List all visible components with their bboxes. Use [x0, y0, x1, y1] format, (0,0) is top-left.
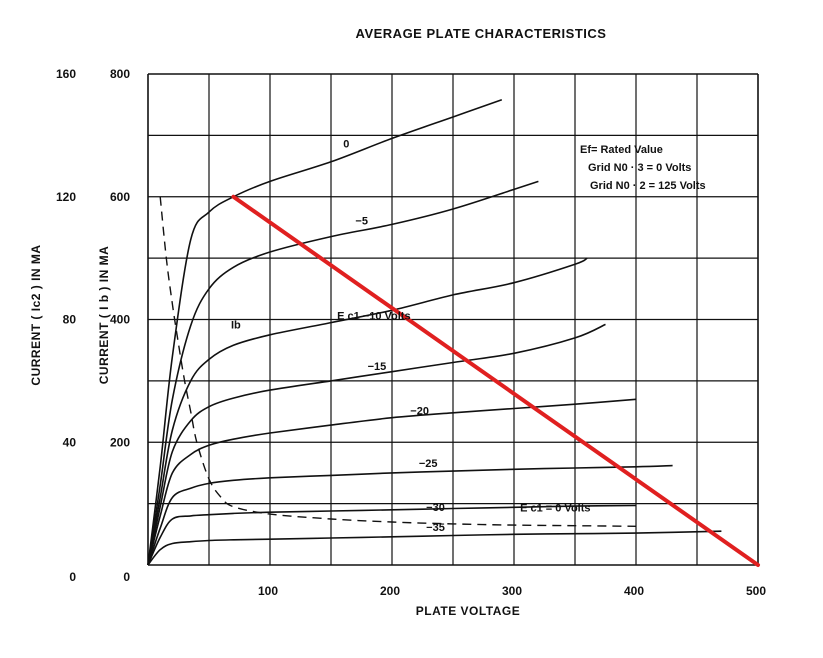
curve-ec1-neg15 [147, 323, 606, 566]
curve-label: −20 [410, 406, 429, 418]
curve-ec1-0 [147, 99, 503, 566]
ic2-tick-label: 160 [56, 67, 76, 81]
ib-tick-label: 600 [110, 190, 130, 204]
ib-tick-label: 200 [110, 435, 130, 449]
note-line: Grid N0 · 2 = 125 Volts [590, 180, 706, 192]
characteristic-curves [147, 99, 760, 567]
curve-label: E c1 −10 Volts [337, 311, 410, 323]
curve-ic2 [159, 196, 637, 527]
curve-label: −35 [426, 522, 445, 534]
curve-label: −15 [368, 361, 387, 373]
curve-ec1-neg25 [147, 464, 673, 566]
curve-label: −25 [419, 458, 438, 470]
ic2-tick-label: 120 [56, 190, 76, 204]
ic2-tick-label: 0 [69, 570, 76, 584]
x-tick-label: 500 [746, 584, 766, 598]
curve-label: E c1 = 0 Volts [520, 503, 590, 515]
x-tick-label: 300 [502, 584, 522, 598]
grid-layer [147, 73, 759, 566]
x-axis-title: PLATE VOLTAGE [416, 604, 521, 618]
curve-label: −30 [426, 502, 445, 514]
note-line: Ef= Rated Value [580, 144, 663, 156]
ib-tick-label: 800 [110, 67, 130, 81]
curve-label: −5 [355, 215, 368, 227]
ib-axis-title: CURRENT ( I b ) IN MA [97, 246, 111, 385]
load-line [231, 194, 760, 567]
ib-tick-label: 400 [110, 313, 130, 327]
ic2-tick-label: 40 [63, 435, 77, 449]
ic2-axis-title: CURRENT ( Ic2 ) IN MA [29, 244, 43, 385]
curve-label: 0 [343, 139, 349, 151]
curve-ec1-neg20 [147, 398, 637, 566]
note-line: Grid N0 · 3 = 0 Volts [588, 162, 691, 174]
x-tick-label: 400 [624, 584, 644, 598]
x-tick-label: 100 [258, 584, 278, 598]
chart-title: AVERAGE PLATE CHARACTERISTICS [356, 26, 607, 41]
ib-tick-label: 0 [123, 570, 130, 584]
curve-annotation: Ib [231, 320, 241, 332]
ic2-tick-label: 80 [63, 313, 77, 327]
curve-ec1-neg30 [147, 504, 637, 566]
curve-ec1-neg5 [147, 180, 539, 566]
conditions-note: Ef= Rated Value Grid N0 · 3 = 0 Volts Grid… [580, 144, 706, 192]
tick-labels: 100 200 300 400 500 0 200 400 600 800 0 40 80 120 160 [56, 67, 766, 598]
curve-ec1-neg10 [147, 257, 588, 566]
curve-labels: 0 −5 E c1 −10 Volts −15 −20 −25 −30 −35 E c1 = 0… [231, 139, 591, 535]
x-tick-label: 200 [380, 584, 400, 598]
curve-ec1-neg35 [147, 530, 722, 566]
